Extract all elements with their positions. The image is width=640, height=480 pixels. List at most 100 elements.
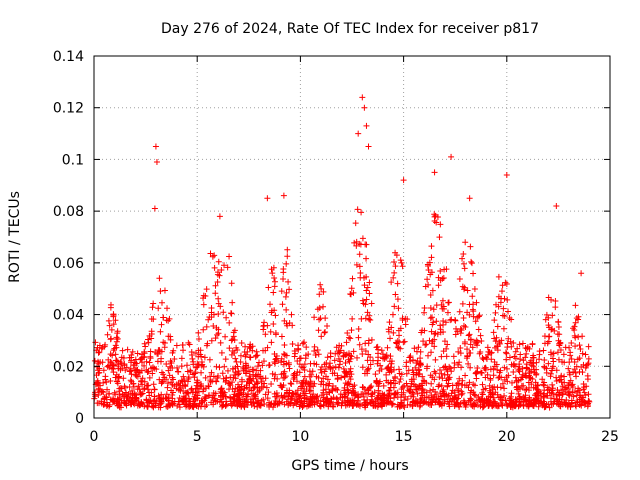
data-point bbox=[353, 242, 360, 249]
data-point bbox=[504, 402, 511, 409]
data-point bbox=[439, 375, 446, 382]
data-point bbox=[285, 278, 292, 285]
data-point bbox=[155, 305, 162, 312]
data-point bbox=[446, 398, 453, 405]
data-point bbox=[116, 404, 123, 411]
data-point bbox=[174, 402, 181, 409]
data-point bbox=[476, 312, 483, 319]
data-point bbox=[430, 386, 437, 393]
data-point bbox=[585, 355, 592, 362]
data-point bbox=[199, 398, 206, 405]
data-point bbox=[396, 332, 403, 339]
data-point bbox=[459, 255, 466, 262]
data-point bbox=[348, 327, 355, 334]
data-point bbox=[503, 281, 510, 288]
data-point bbox=[282, 293, 289, 300]
data-point bbox=[158, 391, 165, 398]
data-point bbox=[241, 404, 248, 411]
data-point bbox=[284, 253, 291, 260]
data-point bbox=[472, 370, 479, 377]
data-point bbox=[469, 306, 476, 313]
data-point bbox=[111, 389, 118, 396]
data-point bbox=[460, 322, 467, 329]
data-point bbox=[279, 399, 286, 406]
data-point bbox=[378, 395, 385, 402]
data-point bbox=[158, 299, 165, 306]
data-point bbox=[572, 402, 579, 409]
data-point bbox=[385, 399, 392, 406]
data-point bbox=[355, 130, 362, 137]
data-point bbox=[311, 380, 318, 387]
data-point bbox=[231, 337, 238, 344]
data-point bbox=[388, 368, 395, 375]
data-point bbox=[437, 400, 444, 407]
data-point bbox=[533, 385, 540, 392]
data-point bbox=[301, 366, 308, 373]
data-point bbox=[267, 301, 274, 308]
data-point bbox=[114, 358, 121, 365]
data-point bbox=[124, 346, 131, 353]
data-point bbox=[385, 326, 392, 333]
data-point bbox=[228, 280, 235, 287]
data-point bbox=[91, 357, 98, 364]
data-point bbox=[560, 351, 567, 358]
data-point bbox=[356, 341, 363, 348]
data-point bbox=[351, 389, 358, 396]
data-point bbox=[572, 334, 579, 341]
data-point bbox=[428, 380, 435, 387]
data-point bbox=[165, 333, 172, 340]
data-point bbox=[403, 380, 410, 387]
data-point bbox=[572, 343, 579, 350]
data-point bbox=[429, 287, 436, 294]
data-point bbox=[485, 393, 492, 400]
data-point bbox=[263, 384, 270, 391]
data-point bbox=[492, 344, 499, 351]
data-point bbox=[238, 340, 245, 347]
data-point bbox=[514, 386, 521, 393]
data-point bbox=[576, 355, 583, 362]
data-point bbox=[490, 329, 497, 336]
data-point bbox=[318, 364, 325, 371]
data-point bbox=[378, 347, 385, 354]
data-point bbox=[332, 386, 339, 393]
data-point bbox=[403, 370, 410, 377]
data-point bbox=[402, 321, 409, 328]
data-point bbox=[549, 325, 556, 332]
data-point bbox=[492, 338, 499, 345]
data-point bbox=[471, 286, 478, 293]
data-point bbox=[345, 399, 352, 406]
data-point bbox=[231, 372, 238, 379]
data-point bbox=[543, 311, 550, 318]
data-point bbox=[317, 403, 324, 410]
data-point bbox=[456, 403, 463, 410]
data-point bbox=[314, 400, 321, 407]
data-point bbox=[301, 394, 308, 401]
data-point bbox=[427, 387, 434, 394]
data-point bbox=[254, 379, 261, 386]
data-point bbox=[468, 396, 475, 403]
data-point bbox=[470, 313, 477, 320]
data-point bbox=[398, 386, 405, 393]
data-point bbox=[141, 354, 148, 361]
data-point bbox=[344, 386, 351, 393]
data-point bbox=[297, 399, 304, 406]
data-point bbox=[470, 389, 477, 396]
data-point bbox=[273, 389, 280, 396]
data-point bbox=[340, 352, 347, 359]
data-point bbox=[303, 344, 310, 351]
data-point bbox=[556, 392, 563, 399]
data-point bbox=[134, 350, 141, 357]
data-point bbox=[581, 389, 588, 396]
data-point bbox=[447, 365, 454, 372]
data-point bbox=[197, 347, 204, 354]
data-point bbox=[192, 364, 199, 371]
data-point bbox=[468, 260, 475, 267]
data-point bbox=[481, 403, 488, 410]
data-point bbox=[195, 335, 202, 342]
data-point bbox=[143, 402, 150, 409]
data-point bbox=[233, 344, 240, 351]
data-point bbox=[344, 381, 351, 388]
data-point bbox=[234, 363, 241, 370]
data-point bbox=[363, 273, 370, 280]
data-point bbox=[564, 402, 571, 409]
